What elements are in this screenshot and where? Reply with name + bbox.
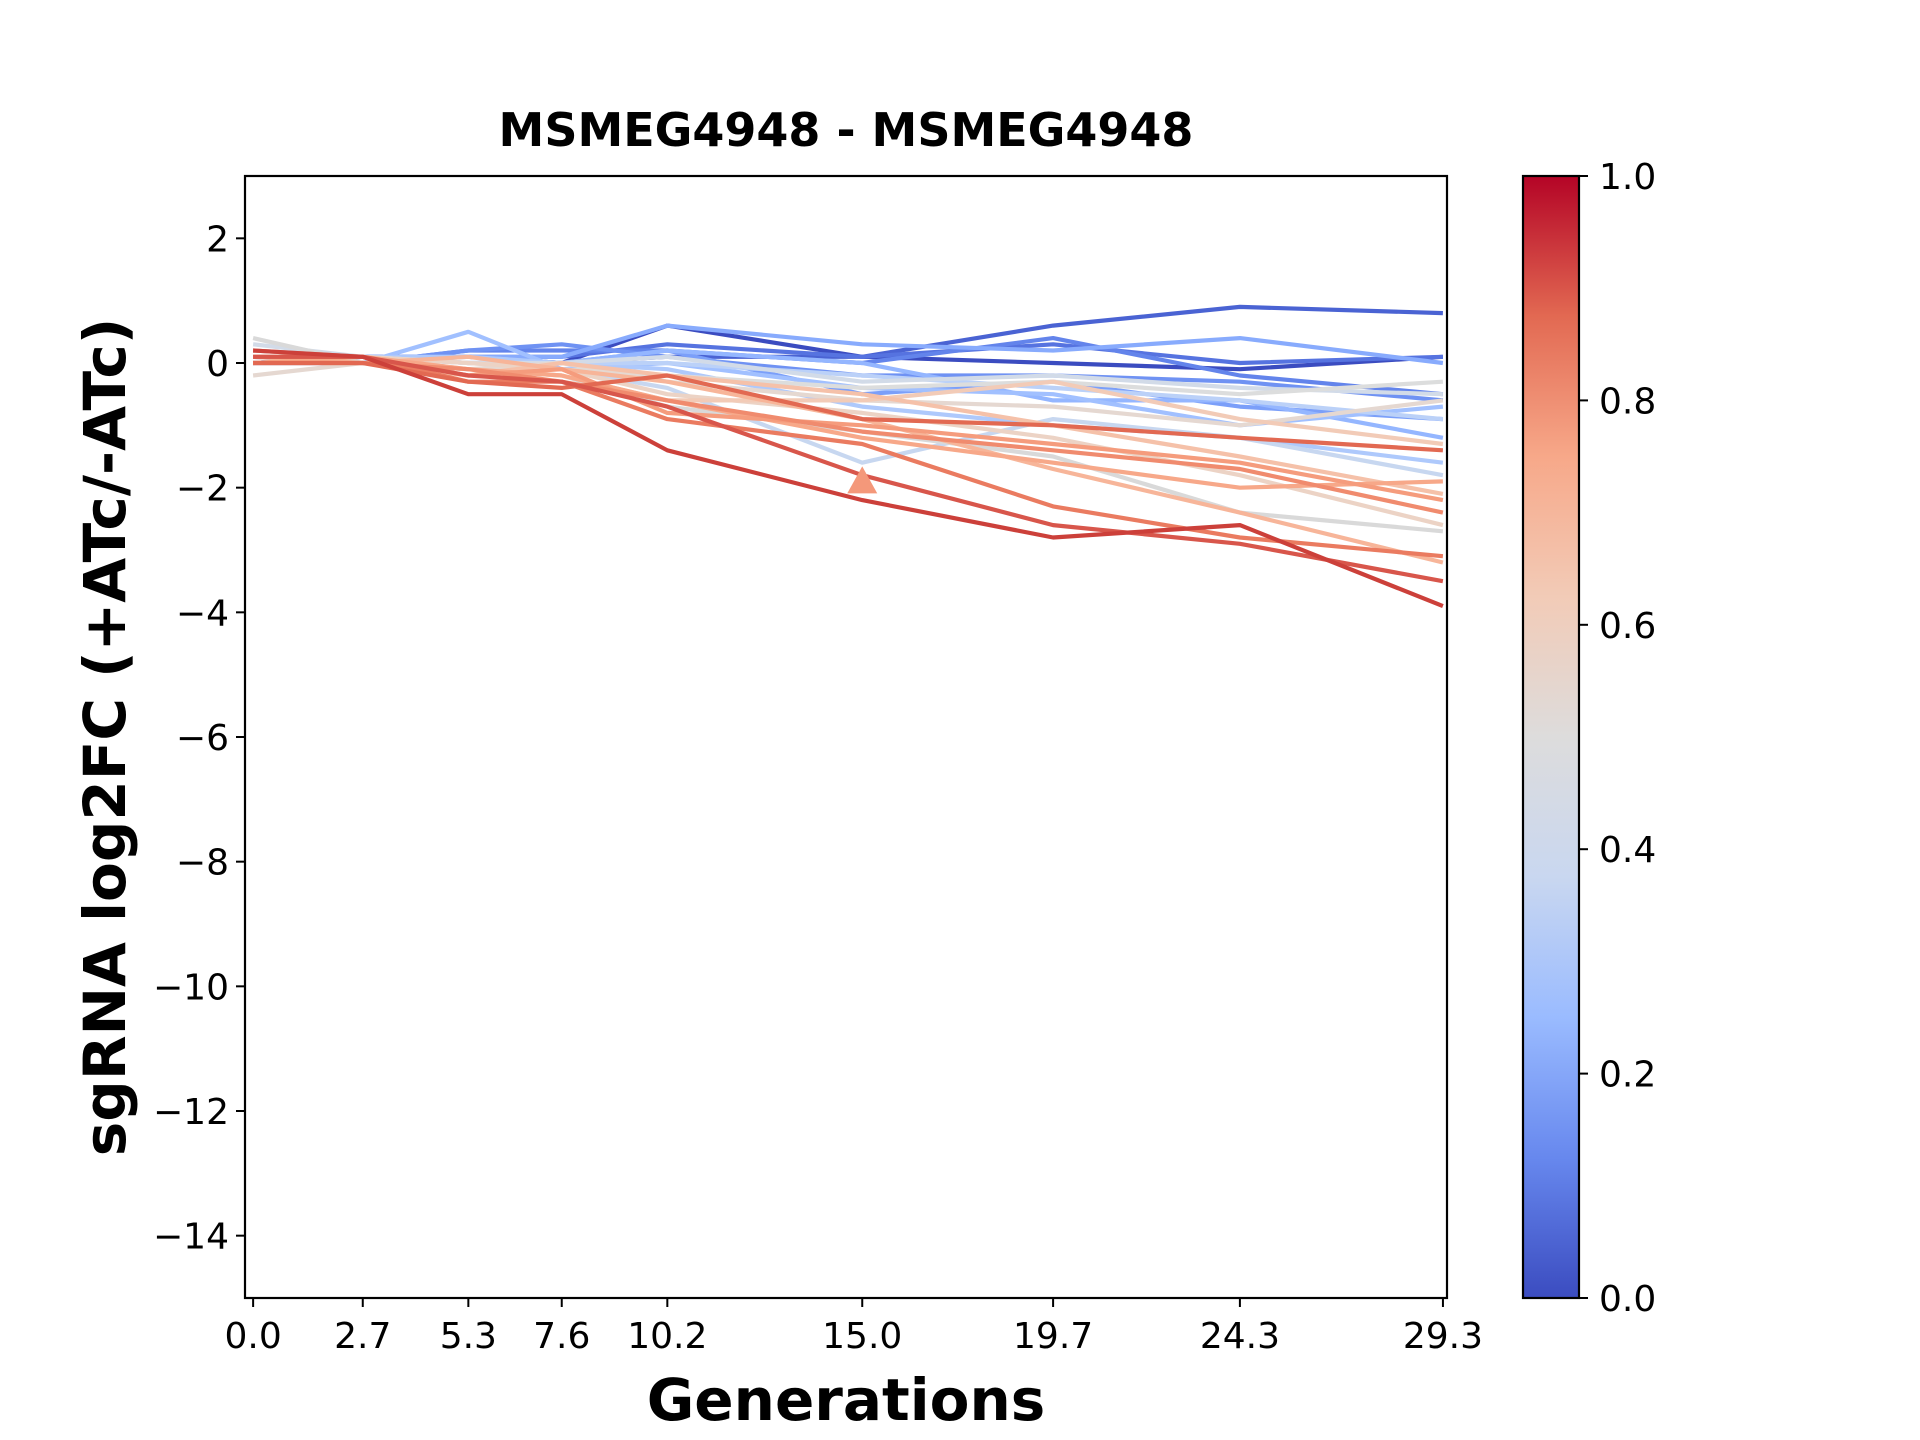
x-axis: 0.0 2.7 5.3 7.6 10.2 15.0 19.7 24.3 29.3 [224, 1298, 1483, 1357]
marker-layer [847, 466, 878, 494]
y-tick-label: −4 [176, 593, 229, 634]
y-tick-label: −6 [176, 718, 229, 759]
y-tick-label: −14 [153, 1217, 229, 1258]
x-tick-label: 0.0 [224, 1316, 281, 1357]
y-tick-label: 2 [206, 219, 229, 260]
colorbar-tick-label: 0.0 [1599, 1279, 1656, 1320]
y-axis: 2 0 −2 −4 −6 −8 −10 −12 −14 [153, 219, 245, 1258]
x-tick-label: 7.6 [533, 1316, 590, 1357]
series-line-26 [253, 354, 1444, 584]
x-tick-label: 24.3 [1200, 1316, 1280, 1357]
colorbar-tick-label: 0.8 [1599, 381, 1656, 422]
x-tick-label: 5.3 [440, 1316, 497, 1357]
colorbar-axis: 0.0 0.2 0.4 0.6 0.8 1.0 [1579, 157, 1656, 1320]
chart-title: MSMEG4948 - MSMEG4948 [499, 103, 1194, 157]
y-axis-label: sgRNA log2FC (+ATc/-ATc) [71, 318, 139, 1156]
x-tick-label: 10.2 [627, 1316, 707, 1357]
series-layer [252, 304, 1444, 609]
y-tick-label: −2 [176, 469, 229, 510]
x-tick-label: 29.3 [1403, 1316, 1483, 1357]
x-axis-label: Generations [647, 1366, 1046, 1434]
colorbar [1521, 174, 1581, 1300]
x-tick-label: 15.0 [822, 1316, 902, 1357]
y-tick-label: −12 [153, 1092, 229, 1133]
y-tick-label: −8 [176, 843, 229, 884]
series-line-27 [252, 348, 1444, 609]
y-tick-label: −10 [153, 967, 229, 1008]
x-tick-label: 2.7 [334, 1316, 391, 1357]
colorbar-tick-label: 1.0 [1599, 157, 1656, 198]
colorbar-tick-label: 0.2 [1599, 1055, 1656, 1096]
triangle-marker [847, 466, 878, 494]
y-tick-label: 0 [206, 344, 229, 385]
colorbar-tick-label: 0.4 [1599, 830, 1656, 871]
x-tick-label: 19.7 [1013, 1316, 1093, 1357]
colorbar-tick-label: 0.6 [1599, 606, 1656, 647]
